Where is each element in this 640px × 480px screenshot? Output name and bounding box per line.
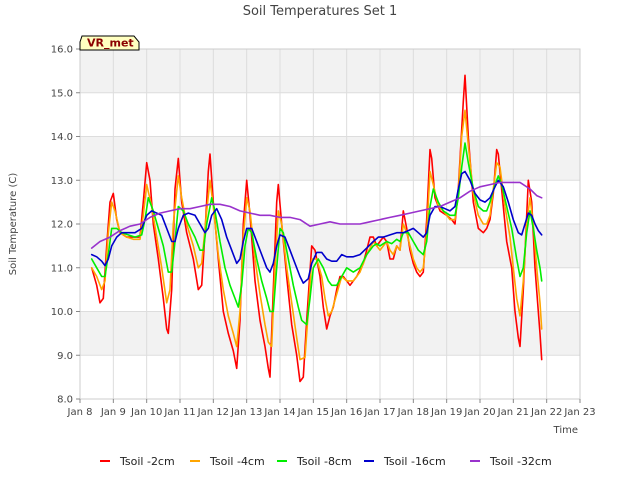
annotation-badge: VR_met xyxy=(79,35,140,51)
legend-item: Tsoil -8cm xyxy=(277,455,352,468)
annotation-text: VR_met xyxy=(87,37,134,50)
legend-label: Tsoil -2cm xyxy=(119,455,175,468)
x-tick-label: Jan 23 xyxy=(563,407,595,418)
legend-item: Tsoil -4cm xyxy=(190,455,265,468)
y-tick-label: 9.0 xyxy=(57,351,73,362)
x-axis-label: Time xyxy=(553,425,578,436)
x-tick-label: Jan 10 xyxy=(130,407,162,418)
series-line-tsoil-16cm xyxy=(90,170,543,284)
legend: Tsoil -2cm Tsoil -4cm Tsoil -8cm Tsoil -16c… xyxy=(100,455,552,468)
y-tick-label: 16.0 xyxy=(51,45,73,56)
y-tick-label: 11.0 xyxy=(51,263,73,274)
x-tick-label: Jan 11 xyxy=(163,407,195,418)
series-line-tsoil-8cm xyxy=(90,142,543,326)
plot-band xyxy=(80,355,580,399)
x-tick-label: Jan 14 xyxy=(263,407,295,418)
legend-label: Tsoil -16cm xyxy=(383,455,446,468)
series-line-tsoil-32cm xyxy=(90,181,543,249)
plot-band xyxy=(80,267,580,312)
x-tick-label: Jan 9 xyxy=(100,407,126,418)
x-tick-label: Jan 22 xyxy=(530,407,562,418)
x-tick-label: Jan 17 xyxy=(363,407,395,418)
x-tick-label: Jan 19 xyxy=(430,407,462,418)
x-tick-label: Jan 16 xyxy=(330,407,362,418)
y-tick-label: 12.0 xyxy=(51,220,73,231)
y-axis-label: Soil Temperature (C) xyxy=(8,173,19,276)
legend-item: Tsoil -2cm xyxy=(100,455,175,468)
plot-band xyxy=(80,136,580,181)
plot-band xyxy=(80,49,580,93)
legend-label: Tsoil -8cm xyxy=(296,455,352,468)
legend-label: Tsoil -32cm xyxy=(489,455,552,468)
x-axis-ticks: Jan 8 Jan 9 Jan 10 Jan 11 Jan 12 Jan 13 Jan 14… xyxy=(67,399,596,418)
y-tick-label: 13.0 xyxy=(51,176,73,187)
series-line-tsoil-2cm xyxy=(90,74,543,383)
x-tick-label: Jan 13 xyxy=(230,407,262,418)
x-tick-label: Jan 12 xyxy=(197,407,229,418)
y-tick-label: 8.0 xyxy=(57,395,73,406)
legend-item: Tsoil -16cm xyxy=(364,455,446,468)
plot-band xyxy=(80,92,580,137)
y-axis-ticks: 8.0 9.0 10.0 11.0 12.0 13.0 14.0 15.0 16.0 xyxy=(51,45,80,406)
x-tick-label: Jan 21 xyxy=(497,407,529,418)
x-tick-label: Jan 20 xyxy=(463,407,495,418)
y-tick-label: 15.0 xyxy=(51,88,73,99)
plot-band xyxy=(80,180,580,224)
legend-label: Tsoil -4cm xyxy=(209,455,265,468)
x-tick-label: Jan 18 xyxy=(397,407,429,418)
x-tick-label: Jan 8 xyxy=(67,407,93,418)
chart-title: Soil Temperatures Set 1 xyxy=(243,4,398,19)
legend-item: Tsoil -32cm xyxy=(470,455,552,468)
series-line-tsoil-4cm xyxy=(90,109,543,361)
x-tick-label: Jan 15 xyxy=(297,407,329,418)
y-tick-label: 10.0 xyxy=(51,307,73,318)
series-lines xyxy=(90,74,543,383)
y-tick-label: 14.0 xyxy=(51,132,73,143)
